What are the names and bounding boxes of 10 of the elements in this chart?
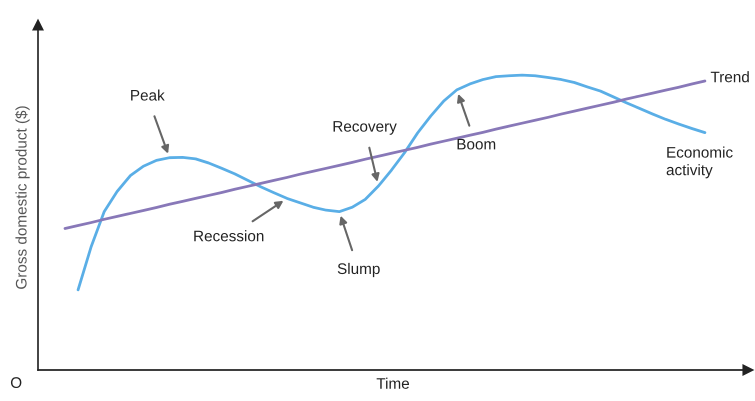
x-axis-title: Time bbox=[376, 378, 410, 389]
annotation: Peak bbox=[131, 89, 165, 101]
annotation: Recession bbox=[194, 230, 264, 242]
annotation: Boom bbox=[458, 138, 496, 150]
annotation: Slump bbox=[338, 262, 380, 278]
text: O bbox=[10, 377, 22, 388]
series-label: Economic activity bbox=[666, 146, 733, 178]
annotation: Recovery bbox=[334, 121, 397, 135]
y-axis-title: Gross domestic product ($) bbox=[15, 106, 30, 289]
series-label: Trend bbox=[710, 71, 749, 82]
